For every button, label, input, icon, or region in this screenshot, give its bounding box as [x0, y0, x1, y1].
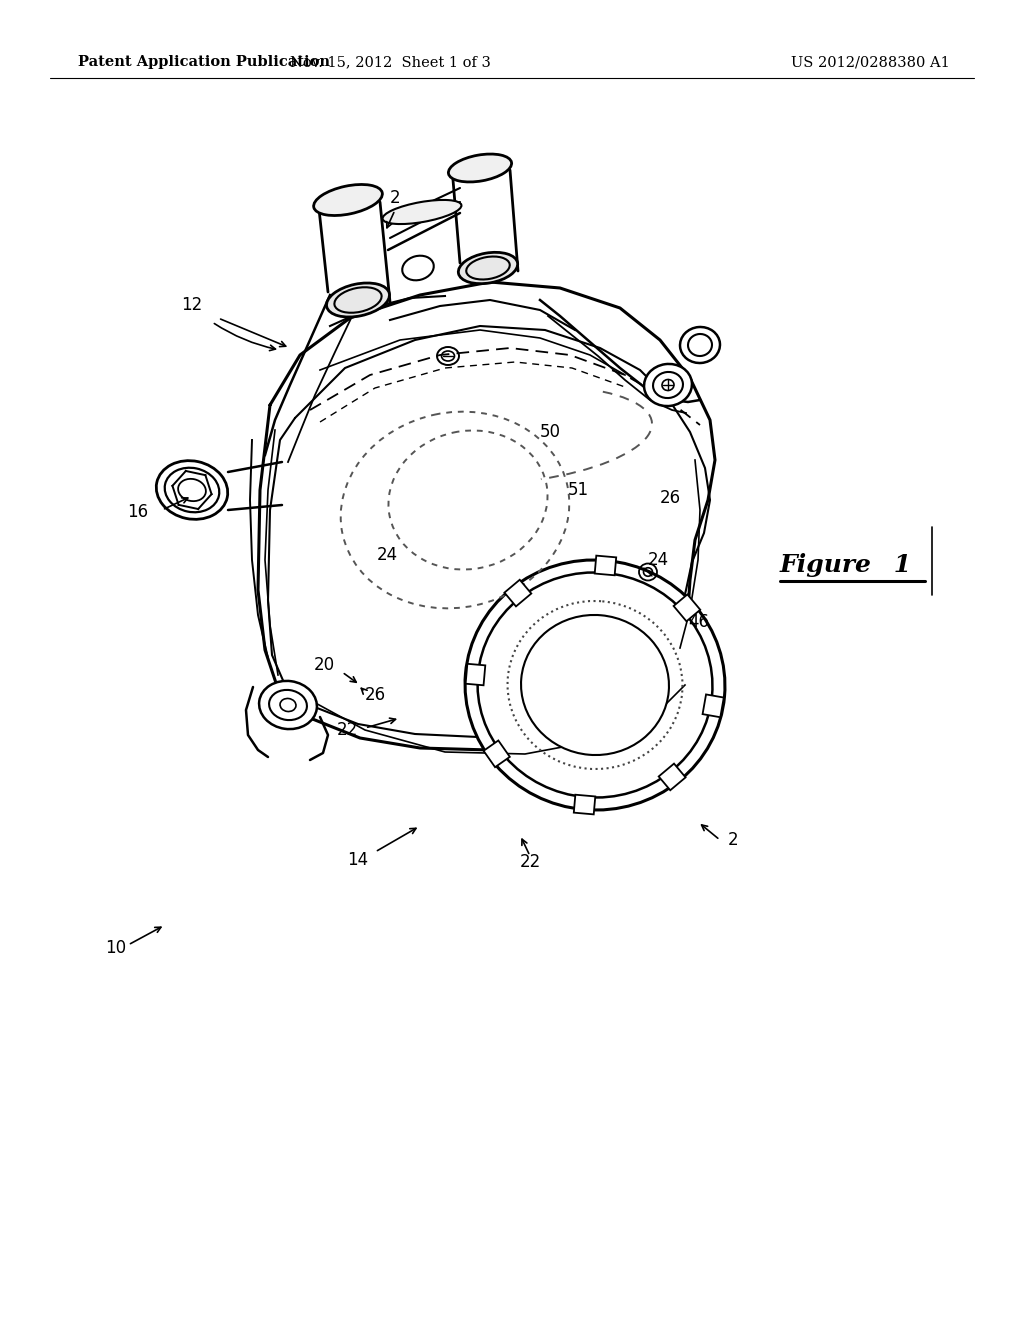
Polygon shape: [505, 579, 531, 606]
Text: US 2012/0288380 A1: US 2012/0288380 A1: [792, 55, 950, 69]
Ellipse shape: [465, 560, 725, 810]
Text: 26: 26: [660, 488, 681, 507]
Text: 24: 24: [377, 546, 398, 564]
Text: 22: 22: [337, 721, 358, 739]
Text: 20: 20: [314, 656, 335, 675]
Text: 51: 51: [568, 480, 589, 499]
Text: 50: 50: [540, 422, 561, 441]
Text: 16: 16: [127, 503, 148, 521]
Ellipse shape: [157, 461, 227, 519]
Text: Patent Application Publication: Patent Application Publication: [78, 55, 330, 69]
Ellipse shape: [259, 681, 316, 729]
Ellipse shape: [165, 467, 219, 512]
Ellipse shape: [644, 364, 692, 407]
Text: 2: 2: [728, 832, 738, 849]
Ellipse shape: [680, 327, 720, 363]
Ellipse shape: [521, 615, 669, 755]
Text: 22: 22: [519, 853, 541, 871]
Polygon shape: [466, 664, 485, 685]
Text: 26: 26: [365, 686, 386, 704]
Text: Nov. 15, 2012  Sheet 1 of 3: Nov. 15, 2012 Sheet 1 of 3: [290, 55, 490, 69]
Ellipse shape: [313, 185, 382, 215]
Text: 2: 2: [390, 189, 400, 207]
Polygon shape: [702, 694, 724, 717]
Text: Figure: Figure: [780, 553, 871, 577]
Polygon shape: [595, 556, 616, 576]
Ellipse shape: [327, 282, 389, 317]
Polygon shape: [573, 795, 595, 814]
Ellipse shape: [402, 256, 434, 280]
Text: 1: 1: [885, 553, 911, 577]
Text: 14: 14: [347, 851, 369, 869]
Text: 10: 10: [105, 939, 126, 957]
Ellipse shape: [449, 154, 512, 182]
Polygon shape: [483, 741, 510, 767]
Ellipse shape: [459, 252, 518, 284]
Text: 46: 46: [688, 612, 709, 631]
Polygon shape: [674, 594, 700, 622]
Polygon shape: [658, 763, 686, 791]
Ellipse shape: [383, 199, 462, 224]
Text: 12: 12: [181, 296, 202, 314]
Text: 24: 24: [648, 550, 669, 569]
